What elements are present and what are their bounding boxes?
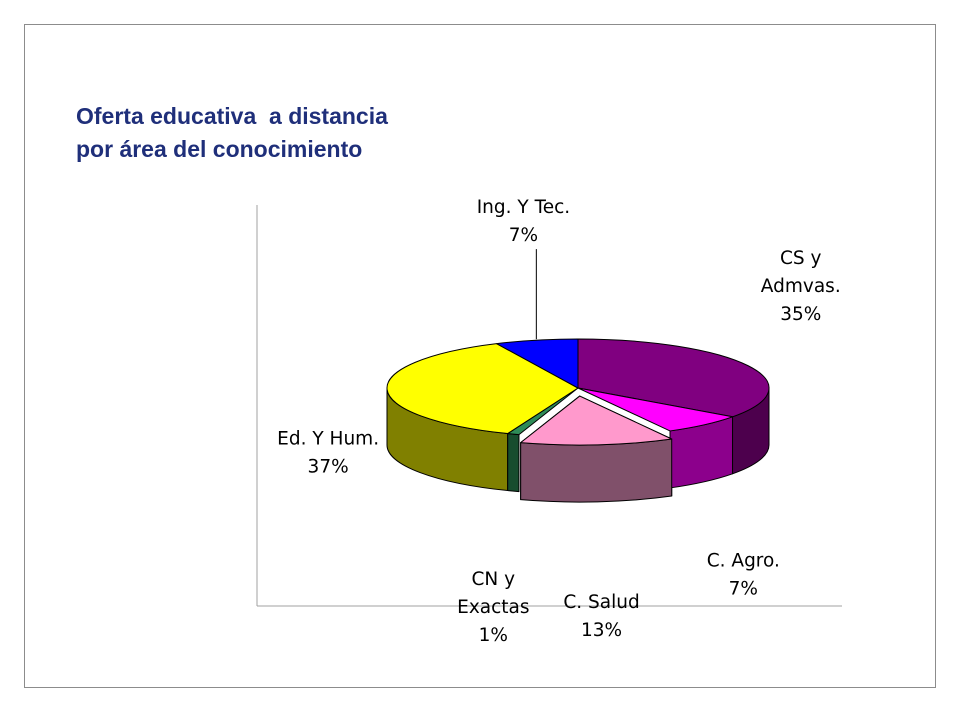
- data-label-c-agro: C. Agro. 7%: [707, 551, 780, 600]
- side-c-salud: [520, 438, 673, 503]
- slice-cs-y-admvas: [577, 338, 770, 418]
- data-label-category: Exactas: [457, 597, 529, 618]
- data-label-percent: 37%: [308, 456, 349, 477]
- title-line-2: por área del conocimiento: [76, 136, 363, 162]
- slice-c-agro: [577, 387, 734, 432]
- chart-title: Oferta educativa a distancia por área de…: [76, 100, 388, 166]
- data-label-ing-y-tec: Ing. Y Tec. 7%: [477, 197, 570, 246]
- data-label-percent: 7%: [509, 225, 538, 246]
- data-labels: CS y Admvas. 35% C. Agro. 7% C. Salud 13% CN y E…: [277, 197, 841, 646]
- pie-tops: [386, 338, 770, 446]
- data-label-percent: 35%: [780, 304, 821, 325]
- data-label-ed-y-hum: Ed. Y Hum. 37%: [277, 428, 379, 477]
- data-label-category: Admvas.: [761, 276, 841, 297]
- data-label-cn-y-exactas: CN y Exactas 1%: [457, 569, 529, 646]
- data-label-category: Ing. Y Tec.: [477, 197, 570, 218]
- slice-ed-y-hum: [386, 343, 579, 435]
- data-label-category: C. Agro.: [707, 551, 780, 572]
- data-label-category: CN y: [472, 569, 516, 590]
- title-line-1: Oferta educativa a distancia: [76, 103, 388, 129]
- slice-ing-y-tec: [496, 338, 579, 389]
- data-label-percent: 7%: [729, 579, 758, 600]
- data-label-category: CS y: [780, 248, 822, 269]
- data-label-percent: 13%: [581, 620, 622, 641]
- data-label-percent: 1%: [479, 625, 508, 646]
- data-label-c-salud: C. Salud 13%: [563, 592, 639, 641]
- data-label-category: C. Salud: [563, 592, 639, 613]
- data-label-category: Ed. Y Hum.: [277, 428, 379, 449]
- side-cn-y-exactas: [507, 433, 520, 493]
- slice-c-salud: [520, 395, 673, 446]
- data-label-cs-y-admvas: CS y Admvas. 35%: [761, 248, 841, 325]
